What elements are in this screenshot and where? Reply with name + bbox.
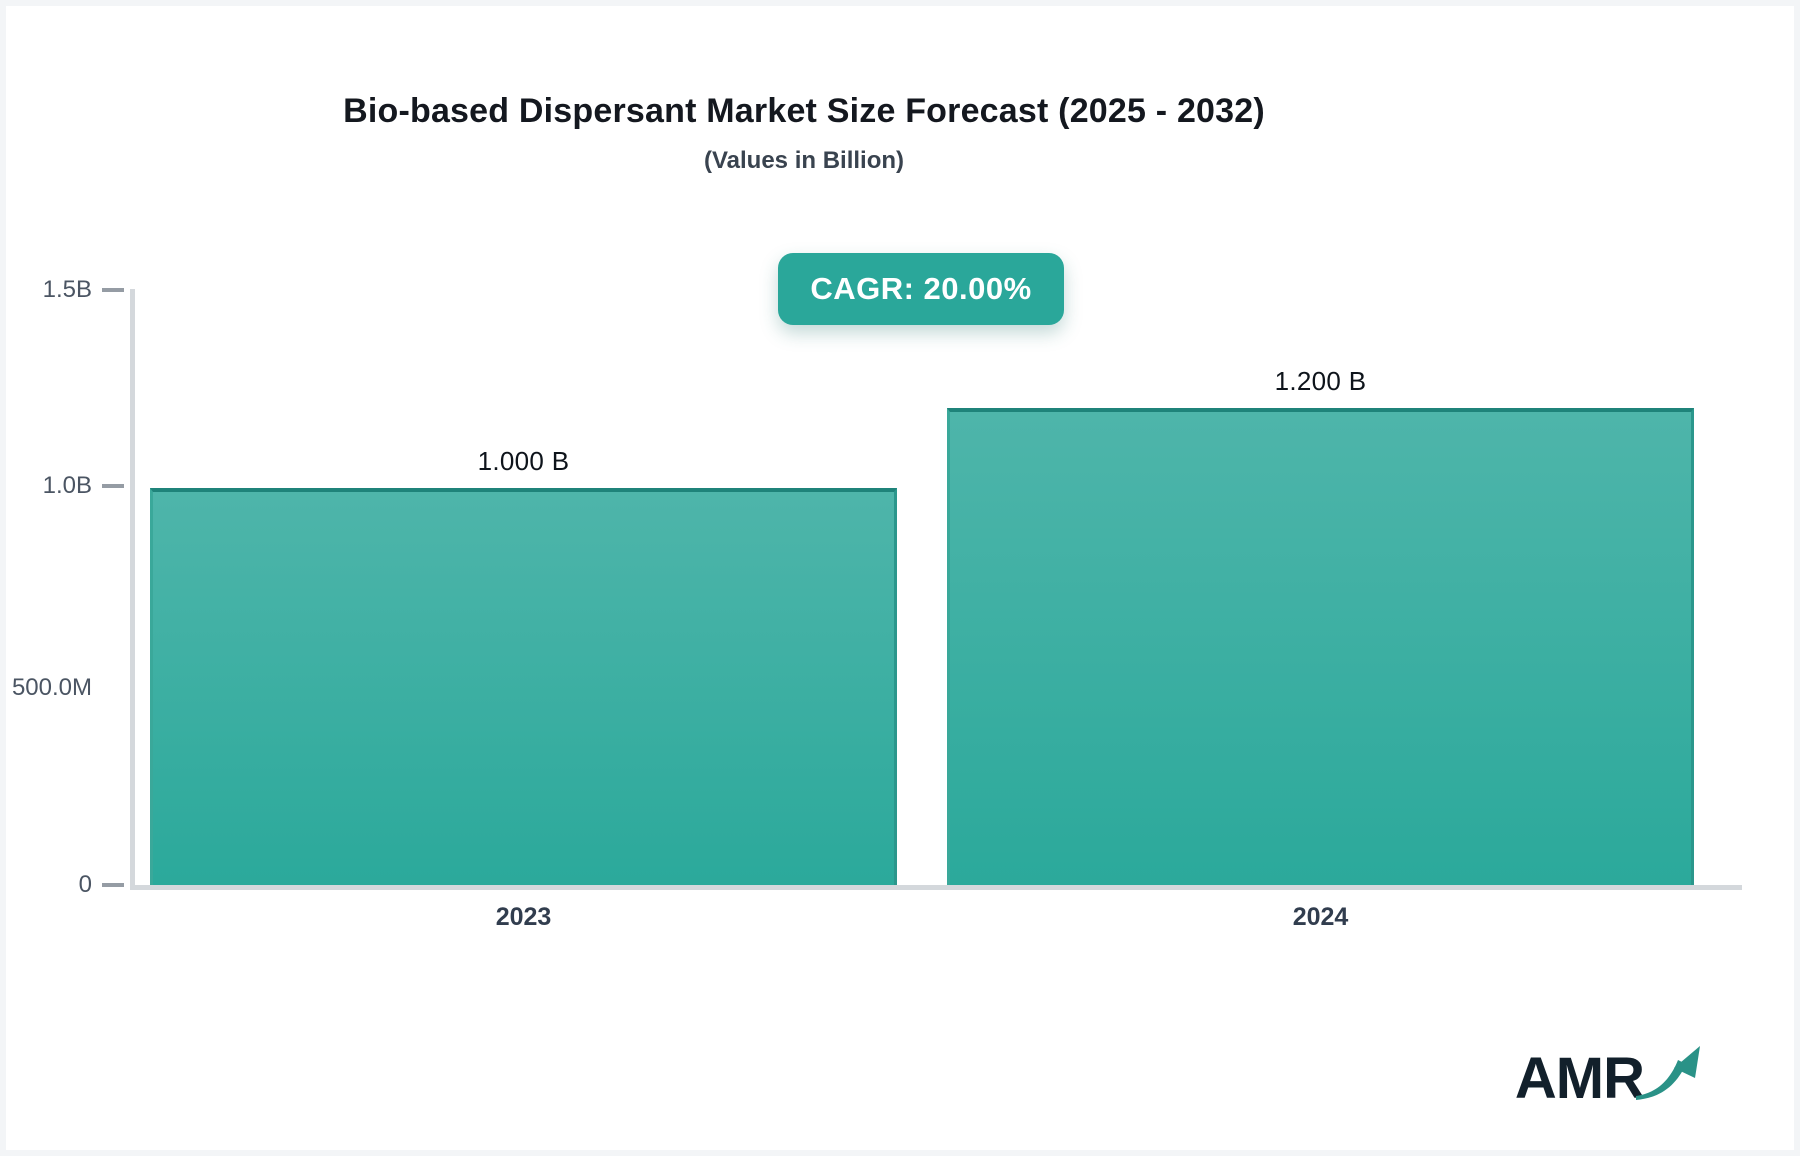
chart-card: Bio-based Dispersant Market Size Forecas… (6, 6, 1794, 1150)
y-tick-mark (102, 883, 124, 887)
x-category-label: 2023 (495, 903, 552, 931)
chart-subtitle: (Values in Billion) (703, 147, 905, 174)
bar-2023 (150, 488, 897, 885)
chart-title: Bio-based Dispersant Market Size Forecas… (343, 92, 1265, 130)
y-tick-label: 0 (78, 871, 92, 898)
cagr-badge-label: CAGR: 20.00% (810, 271, 1032, 306)
amr-logo-text: AMR (1514, 1046, 1645, 1111)
chart-header: Bio-based Dispersant Market Size Forecas… (6, 6, 1602, 175)
amr-logo: AMR (1515, 1044, 1702, 1108)
bar-value-label: 1.200 B (1274, 366, 1367, 396)
bar-2024 (947, 408, 1694, 885)
y-tick-mark (102, 484, 124, 488)
y-tick-label: 500.0M (11, 674, 92, 701)
x-category-label: 2024 (1292, 903, 1349, 931)
bar-chart: 1.5B 1.0B 500.0M 0 1.000 B 1.200 B 2023 … (6, 6, 1794, 1150)
y-axis-line (130, 289, 135, 890)
y-tick-mark (102, 288, 124, 292)
cagr-badge: CAGR: 20.00% (778, 253, 1064, 325)
y-tick-label: 1.5B (42, 276, 92, 303)
bar-value-label: 1.000 B (477, 446, 570, 476)
growth-arrow-icon (1636, 1046, 1700, 1100)
y-tick-label: 1.0B (42, 472, 92, 499)
x-axis-line (130, 885, 1742, 890)
